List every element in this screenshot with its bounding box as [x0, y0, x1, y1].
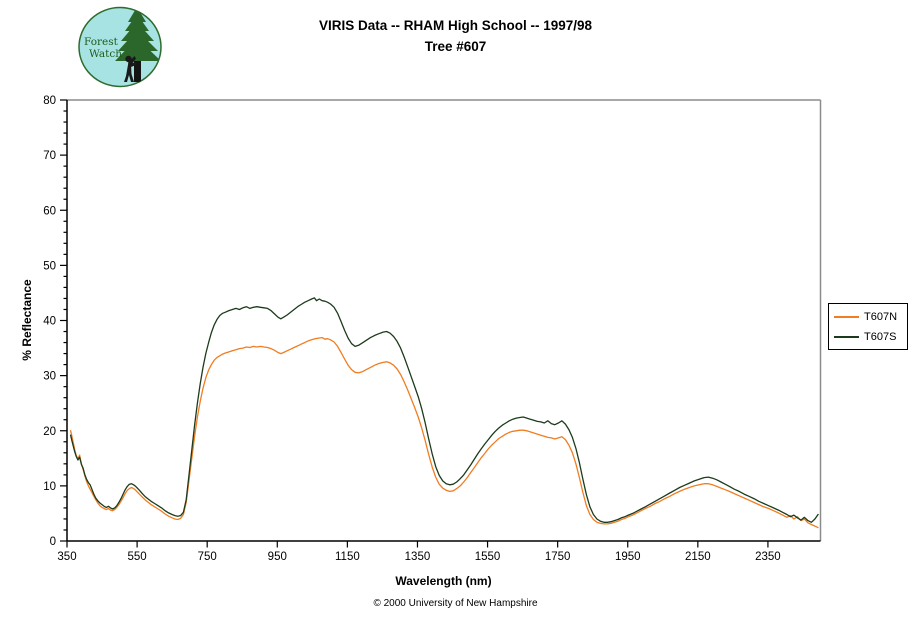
- x-axis-tick-label: 950: [268, 551, 287, 563]
- logo-text-watch: Watch: [89, 48, 122, 60]
- y-axis-tick-label: 30: [43, 371, 56, 383]
- legend-label-t607s: T607S: [864, 331, 897, 343]
- chart-subtitle: Tree #607: [424, 39, 487, 54]
- y-axis-tick-label: 0: [50, 536, 56, 548]
- logo-tree-group: [115, 7, 161, 82]
- y-axis-title: % Reflectance: [20, 279, 34, 361]
- x-axis-title: Wavelength (nm): [395, 574, 492, 588]
- x-axis-tick-label: 1750: [545, 551, 571, 563]
- y-axis-tick-label: 70: [43, 150, 56, 162]
- x-axis-tick-label: 350: [57, 551, 76, 563]
- x-axis-tick-label: 1350: [405, 551, 431, 563]
- person-measuring-tree-icon: [124, 55, 136, 82]
- t607s-series-line-swatch: [834, 336, 859, 338]
- y-axis-tick-label: 60: [43, 205, 56, 217]
- y-axis-tick-label: 20: [43, 426, 56, 438]
- legend: T607N T607S: [828, 303, 908, 350]
- x-axis-tick-label: 2150: [685, 551, 711, 563]
- forest-watch-logo-graphic: Forest Watch: [78, 6, 162, 88]
- x-axis-tick-label: 2350: [755, 551, 781, 563]
- chart-title: VIRIS Data -- RHAM High School -- 1997/9…: [318, 18, 593, 33]
- y-axis-tick-label: 10: [43, 481, 56, 493]
- legend-item-t607n: T607N: [829, 307, 907, 327]
- series-line-t607s: [69, 297, 819, 523]
- logo-text-forest: Forest: [84, 36, 119, 48]
- chart-titles: VIRIS Data -- RHAM High School -- 1997/9…: [0, 15, 911, 57]
- conifer-tree-icon: [115, 7, 161, 61]
- x-axis-tick-label: 1950: [615, 551, 641, 563]
- x-axis-tick-label: 1150: [335, 551, 360, 563]
- legend-item-t607s: T607S: [829, 327, 907, 347]
- legend-label-t607n: T607N: [864, 311, 898, 323]
- forest-watch-logo: Forest Watch: [77, 6, 163, 88]
- x-axis-tick-label: 1550: [475, 551, 501, 563]
- y-axis-tick-label: 40: [43, 316, 56, 328]
- copyright-text: © 2000 University of New Hampshire: [373, 598, 538, 609]
- x-axis-tick-label: 750: [198, 551, 217, 563]
- series-line-t607n: [69, 336, 819, 529]
- y-axis-tick-label: 80: [43, 95, 56, 107]
- x-axis-tick-label: 550: [127, 551, 146, 563]
- y-axis-tick-label: 50: [43, 260, 56, 272]
- t607n-series-line-swatch: [834, 316, 859, 318]
